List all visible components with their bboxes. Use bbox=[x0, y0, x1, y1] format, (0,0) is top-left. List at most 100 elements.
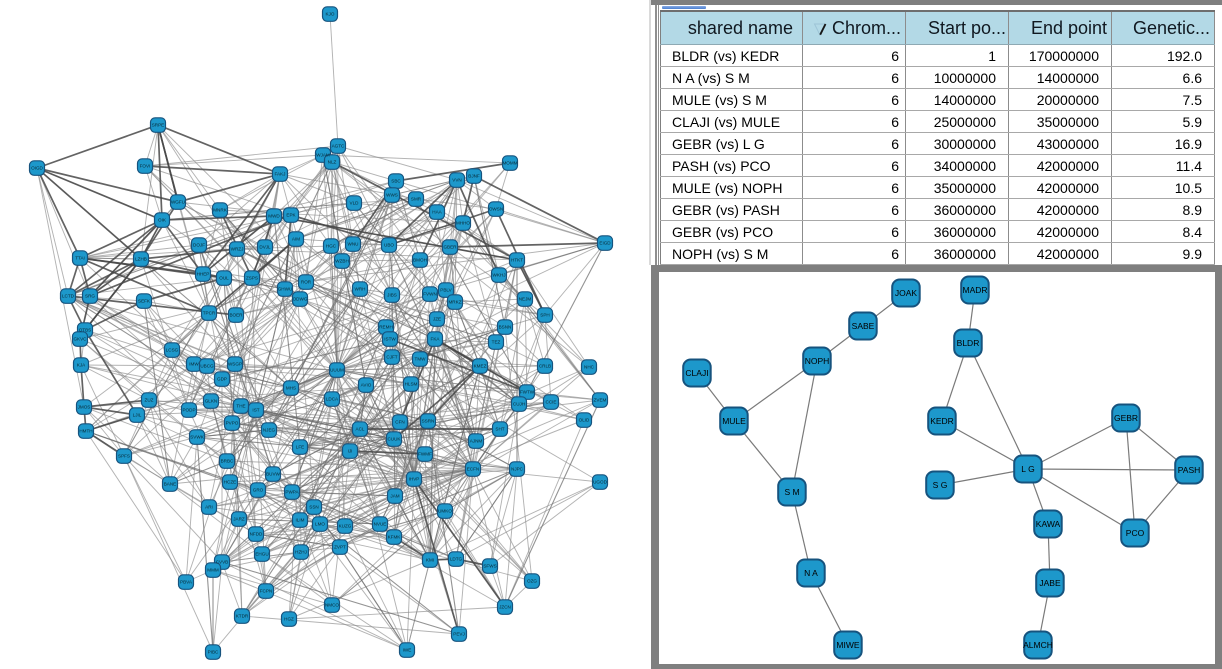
svg-text:AJNM: AJNM bbox=[470, 439, 483, 444]
svg-text:L G: L G bbox=[1021, 464, 1034, 474]
svg-text:SEFK: SEFK bbox=[138, 299, 151, 304]
svg-text:ECFN: ECFN bbox=[467, 467, 480, 472]
svg-text:JMOS: JMOS bbox=[78, 405, 91, 410]
svg-text:MHS: MHS bbox=[286, 386, 296, 391]
svg-text:JABE: JABE bbox=[1039, 578, 1061, 588]
svg-text:HAA: HAA bbox=[432, 210, 442, 215]
svg-text:OWSN: OWSN bbox=[489, 207, 503, 212]
svg-text:ILIM: ILIM bbox=[296, 518, 305, 523]
svg-text:JAM: JAM bbox=[390, 494, 399, 499]
svg-text:KUZG: KUZG bbox=[339, 524, 352, 529]
svg-text:BSNN: BSNN bbox=[499, 325, 512, 330]
svg-text:MIWE: MIWE bbox=[836, 640, 859, 650]
svg-text:AGTC: AGTC bbox=[332, 144, 345, 149]
svg-text:GBER: GBER bbox=[443, 245, 457, 250]
svg-text:GRO: GRO bbox=[253, 488, 264, 493]
svg-text:JIBS: JIBS bbox=[387, 293, 397, 298]
svg-text:LZHB: LZHB bbox=[135, 257, 147, 262]
svg-text:SSRN: SSRN bbox=[422, 419, 435, 424]
svg-text:ZUZ: ZUZ bbox=[145, 398, 154, 403]
svg-text:OUL: OUL bbox=[219, 276, 229, 281]
svg-text:IWE: IWE bbox=[403, 648, 412, 653]
svg-text:REMH: REMH bbox=[379, 325, 393, 330]
svg-text:WRZJ: WRZJ bbox=[231, 247, 244, 252]
svg-text:MULE: MULE bbox=[722, 416, 746, 426]
svg-text:DVJL: DVJL bbox=[259, 245, 271, 250]
svg-text:AVIO: AVIO bbox=[361, 383, 372, 388]
svg-text:GKVC: GKVC bbox=[73, 337, 87, 342]
svg-text:CUJH: CUJH bbox=[513, 402, 525, 407]
svg-text:MHHO: MHHO bbox=[456, 221, 470, 226]
svg-text:LDTG: LDTG bbox=[450, 557, 463, 562]
svg-text:WGFU: WGFU bbox=[171, 200, 185, 205]
svg-text:SFWS: SFWS bbox=[483, 564, 496, 569]
svg-text:IST: IST bbox=[252, 408, 259, 413]
svg-text:MADR: MADR bbox=[962, 285, 987, 295]
svg-text:VLD: VLD bbox=[350, 201, 360, 206]
svg-text:SABE: SABE bbox=[852, 321, 875, 331]
svg-text:BLDR: BLDR bbox=[957, 338, 980, 348]
svg-text:FOVI: FOVI bbox=[140, 164, 151, 169]
svg-text:PVPO: PVPO bbox=[226, 421, 239, 426]
svg-text:NJPC: NJPC bbox=[511, 467, 524, 472]
svg-text:OLID: OLID bbox=[579, 418, 590, 423]
svg-text:NEJM: NEJM bbox=[519, 297, 532, 302]
svg-text:SHT: SHT bbox=[495, 427, 504, 432]
svg-text:PWPA: PWPA bbox=[285, 490, 299, 495]
svg-text:EHGU: EHGU bbox=[255, 552, 268, 557]
svg-text:SRPE: SRPE bbox=[152, 123, 165, 128]
svg-text:KFMK: KFMK bbox=[388, 535, 402, 540]
svg-text:UUUM: UUUM bbox=[330, 368, 344, 373]
svg-text:PEVJ: PEVJ bbox=[453, 632, 465, 637]
svg-text:ROR: ROR bbox=[301, 280, 312, 285]
svg-text:TEZ: TEZ bbox=[492, 340, 501, 345]
svg-text:GLKN: GLKN bbox=[205, 399, 218, 404]
svg-text:TTAI: TTAI bbox=[75, 256, 85, 261]
svg-text:IJI: IJI bbox=[348, 449, 353, 454]
svg-text:UMKO: UMKO bbox=[438, 509, 452, 514]
svg-text:FCPN: FCPN bbox=[260, 589, 273, 594]
svg-text:LFE: LFE bbox=[296, 445, 304, 450]
svg-text:HTKT: HTKT bbox=[511, 258, 523, 263]
svg-text:IMW: IMW bbox=[189, 362, 199, 367]
svg-text:ZVEM: ZVEM bbox=[594, 398, 607, 403]
svg-text:OIK: OIK bbox=[158, 218, 167, 223]
svg-text:LCSG: LCSG bbox=[166, 348, 179, 353]
svg-text:OZG: OZG bbox=[527, 579, 537, 584]
svg-text:MWD: MWD bbox=[268, 214, 280, 219]
svg-text:NLZ: NLZ bbox=[328, 160, 337, 165]
svg-text:BRBC: BRBC bbox=[221, 459, 234, 464]
svg-text:MNRK: MNRK bbox=[213, 208, 227, 213]
svg-text:OTBS: OTBS bbox=[79, 328, 92, 333]
svg-text:BOER: BOER bbox=[229, 313, 243, 318]
svg-text:KJO: KJO bbox=[326, 12, 335, 17]
svg-text:SPH: SPH bbox=[540, 313, 549, 318]
svg-text:HZHJ: HZHJ bbox=[295, 550, 307, 555]
svg-text:NOPH: NOPH bbox=[805, 356, 830, 366]
svg-text:EIGD: EIGD bbox=[599, 241, 611, 246]
svg-text:FVWN: FVWN bbox=[423, 292, 437, 297]
svg-text:SRG: SRG bbox=[85, 294, 95, 299]
svg-text:NFDD: NFDD bbox=[250, 532, 263, 537]
svg-text:TMW: TMW bbox=[415, 357, 427, 362]
svg-text:HGC: HGC bbox=[326, 244, 337, 249]
svg-text:SBC: SBC bbox=[391, 179, 401, 184]
svg-text:CVVB: CVVB bbox=[216, 560, 229, 565]
svg-text:ZSPS: ZSPS bbox=[246, 276, 258, 281]
svg-text:JOAK: JOAK bbox=[895, 288, 918, 298]
svg-text:KAWA: KAWA bbox=[1036, 519, 1061, 529]
svg-text:KMEZ: KMEZ bbox=[474, 364, 487, 369]
svg-text:KMI: KMI bbox=[426, 558, 434, 563]
svg-text:PBLV: PBLV bbox=[440, 288, 452, 293]
svg-text:HGZ: HGZ bbox=[284, 617, 294, 622]
svg-text:WSGP: WSGP bbox=[228, 362, 242, 367]
svg-text:NJEG: NJEG bbox=[263, 428, 276, 433]
svg-text:JARZ: JARZ bbox=[233, 517, 245, 522]
svg-text:NHC: NHC bbox=[584, 365, 595, 370]
svg-text:HCZE: HCZE bbox=[224, 480, 237, 485]
svg-text:PBVA: PBVA bbox=[180, 580, 193, 585]
svg-text:THE: THE bbox=[236, 404, 245, 409]
svg-text:ARI: ARI bbox=[205, 505, 213, 510]
svg-text:S M: S M bbox=[784, 487, 799, 497]
svg-text:NVUE: NVUE bbox=[374, 522, 387, 527]
